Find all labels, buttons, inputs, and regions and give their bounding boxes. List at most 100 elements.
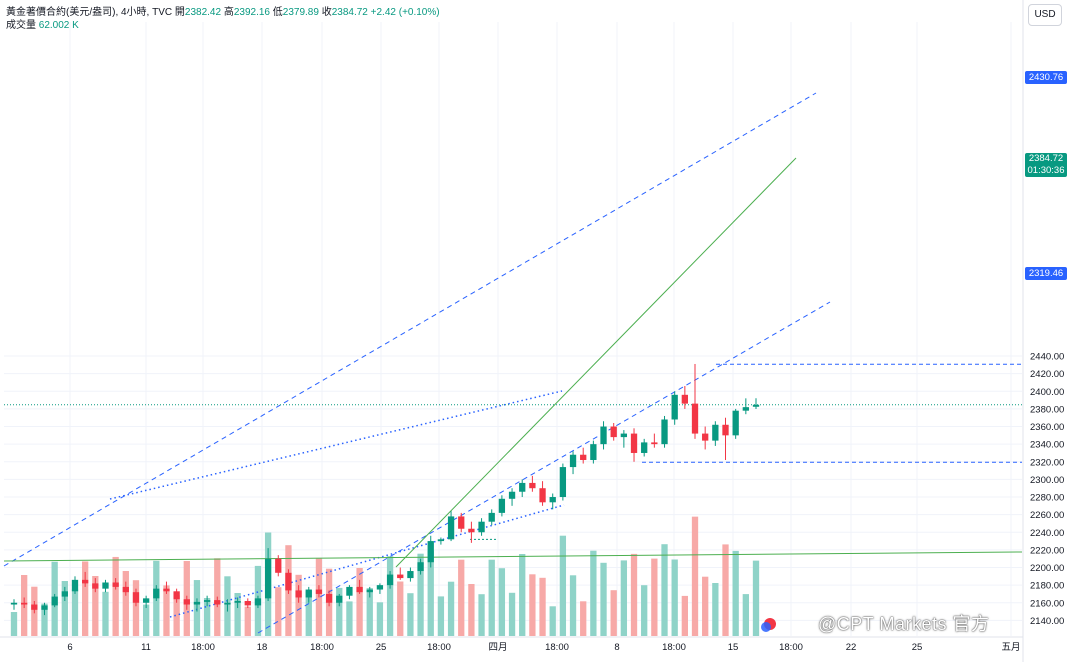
volume-bar bbox=[417, 553, 424, 636]
time-axis: 6 11 18:00 18 18:00 25 18:00 四月 18:00 8 18:00 15 18:… bbox=[0, 636, 1023, 653]
volume-bar bbox=[508, 592, 516, 636]
symbol-title[interactable]: 黃金著價合約(美元/盎司), 4小時, TVC bbox=[6, 7, 173, 18]
candle-body bbox=[468, 528, 475, 533]
volume-bar bbox=[580, 601, 587, 636]
candle-body bbox=[61, 591, 68, 597]
volume-bar bbox=[447, 581, 455, 636]
volume-bar bbox=[478, 594, 485, 636]
high-value: 2392.16 bbox=[233, 7, 270, 18]
candle-body bbox=[742, 407, 749, 411]
volume-bar bbox=[498, 568, 506, 636]
candle-body bbox=[478, 521, 485, 533]
price-tick-label: 2280.00 bbox=[1030, 493, 1064, 504]
candle-body bbox=[132, 592, 140, 603]
volume-bar bbox=[620, 560, 628, 636]
high-label: 高 bbox=[223, 7, 234, 18]
candle-body bbox=[427, 541, 434, 563]
chart-legend: 黃金著價合約(美元/盎司), 4小時, TVC 開2382.42 高2392.1… bbox=[6, 6, 440, 32]
currency-button[interactable]: USD bbox=[1028, 4, 1062, 26]
volume-bar bbox=[386, 556, 394, 636]
candle-body bbox=[163, 588, 170, 592]
volume-bar bbox=[752, 560, 760, 636]
price-tick-label: 2440.00 bbox=[1030, 352, 1064, 363]
volume-bar bbox=[81, 561, 89, 636]
time-tick-label: 8 bbox=[614, 642, 619, 653]
time-tick-label: 25 bbox=[912, 642, 923, 653]
volume-bar bbox=[71, 589, 79, 636]
time-tick-label: 6 bbox=[67, 642, 72, 653]
volume-bar bbox=[203, 598, 211, 636]
low-label: 低 bbox=[272, 7, 283, 18]
candle-body bbox=[549, 497, 556, 503]
time-tick-label: 18:00 bbox=[662, 642, 686, 653]
candle-body bbox=[224, 602, 231, 605]
low-line-price-tag: 2319.46 bbox=[1025, 267, 1067, 280]
volume-bar bbox=[732, 550, 739, 636]
candle-body bbox=[498, 498, 506, 513]
candle-body bbox=[102, 582, 109, 589]
candle-body bbox=[356, 586, 363, 593]
candle-body bbox=[386, 574, 394, 586]
volume-bar bbox=[712, 583, 719, 636]
volume-label: 成交量 bbox=[6, 20, 36, 31]
close-value: 2384.72 bbox=[331, 7, 368, 18]
price-axis: 2140.00 2160.00 2180.00 2200.00 2220.00 2240.… bbox=[1022, 0, 1064, 662]
candle-body bbox=[590, 444, 597, 461]
volume-bar bbox=[569, 575, 577, 636]
volume-bars bbox=[10, 516, 760, 636]
candle-body bbox=[193, 601, 201, 605]
volume-bar bbox=[437, 596, 445, 636]
time-tick-label: 25 bbox=[376, 642, 387, 653]
volume-bar bbox=[92, 576, 99, 636]
time-tick-label: 18:00 bbox=[191, 642, 215, 653]
open-value: 2382.42 bbox=[184, 7, 222, 18]
candle-body bbox=[346, 586, 353, 596]
candle-body bbox=[712, 424, 719, 441]
time-tick-label: 四月 bbox=[488, 642, 507, 653]
candle-body bbox=[183, 599, 190, 605]
channel-upper-line bbox=[3, 92, 817, 567]
candle-body bbox=[559, 467, 567, 498]
candle-body bbox=[752, 404, 760, 407]
time-tick-label: 18:00 bbox=[545, 642, 569, 653]
volume-bar bbox=[630, 553, 638, 636]
price-tick-label: 2220.00 bbox=[1030, 545, 1064, 556]
close-label: 收 bbox=[321, 7, 332, 18]
price-tick-label: 2320.00 bbox=[1030, 457, 1064, 468]
candle-body bbox=[651, 442, 658, 445]
candle-body bbox=[234, 600, 241, 603]
last-price-value: 2384.72 bbox=[1028, 153, 1064, 164]
volume-bar bbox=[10, 612, 18, 636]
candle-body bbox=[620, 433, 628, 438]
candle-body bbox=[21, 602, 28, 605]
price-tick-label: 2140.00 bbox=[1030, 616, 1064, 627]
price-tick-label: 2200.00 bbox=[1030, 563, 1064, 574]
price-tick-label: 2380.00 bbox=[1030, 404, 1064, 415]
event-flag-icon-2 bbox=[761, 622, 771, 632]
volume-bar bbox=[549, 606, 556, 636]
candle-body bbox=[142, 598, 150, 603]
volume-bar bbox=[458, 559, 465, 636]
volume-bar bbox=[41, 603, 48, 636]
high-line-price-tag: 2430.76 bbox=[1025, 71, 1067, 84]
candle-body bbox=[630, 433, 638, 453]
candle-body bbox=[122, 586, 129, 593]
candle-body bbox=[92, 583, 99, 589]
price-tick-label: 2260.00 bbox=[1030, 510, 1064, 521]
candle-body bbox=[458, 516, 465, 529]
candle-body bbox=[203, 600, 211, 602]
candle-body bbox=[417, 562, 424, 572]
volume-bar bbox=[610, 590, 617, 636]
volume-bar bbox=[356, 568, 363, 636]
volume-bar bbox=[142, 604, 150, 636]
candle-body bbox=[376, 585, 384, 590]
dotted-trend-lower bbox=[169, 504, 565, 618]
candle-body bbox=[112, 582, 119, 587]
volume-bar bbox=[681, 595, 689, 636]
volume-bar bbox=[691, 516, 699, 636]
legend-ohlc-row: 黃金著價合約(美元/盎司), 4小時, TVC 開2382.42 高2392.1… bbox=[6, 6, 440, 19]
volume-bar bbox=[519, 554, 526, 636]
volume-bar bbox=[173, 595, 180, 636]
candle-body bbox=[173, 591, 180, 600]
